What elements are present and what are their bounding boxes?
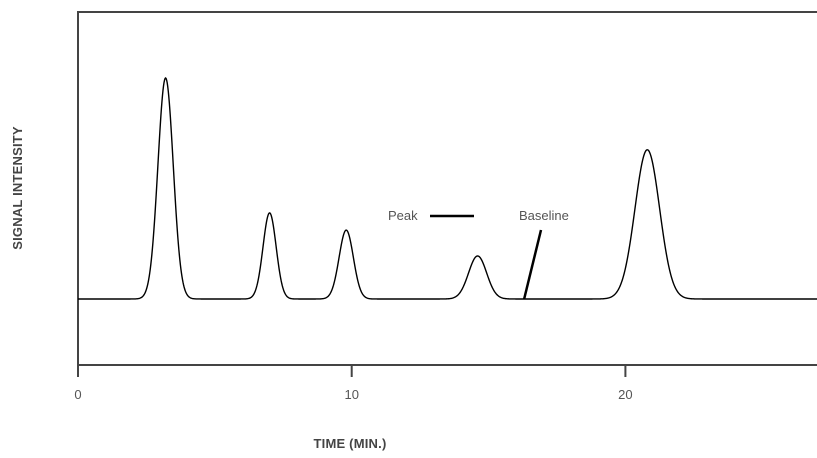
annotations: Peak Baseline (388, 208, 569, 300)
plot-border (77, 11, 817, 366)
y-axis-title: SIGNAL INTENSITY (10, 126, 25, 250)
x-tick-label: 0 (74, 387, 81, 402)
peak-annotation-label: Peak (388, 208, 418, 223)
signal-line (78, 77, 817, 300)
plot-frame (77, 11, 817, 366)
x-tick-label: 10 (344, 387, 358, 402)
x-axis-ticks: 0 10 20 (74, 365, 633, 402)
x-axis-title: TIME (MIN.) (314, 436, 387, 451)
x-tick-label: 20 (618, 387, 632, 402)
signal-series (78, 77, 817, 300)
baseline-annotation-line (522, 229, 543, 300)
baseline-annotation-label: Baseline (519, 208, 569, 223)
